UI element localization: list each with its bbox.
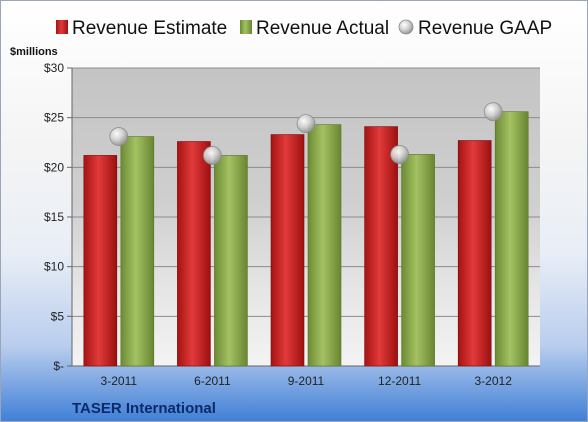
marker-revenue-gaap <box>483 102 503 122</box>
legend-label-revenue-estimate: Revenue Estimate <box>72 18 227 39</box>
bar-revenue-actual <box>401 154 435 367</box>
y-tick-label: $5 <box>51 309 65 323</box>
legend: Revenue Estimate Revenue Actual Revenue … <box>56 18 552 39</box>
y-axis-unit-label: $millions <box>10 46 58 58</box>
bar-revenue-estimate <box>457 140 492 367</box>
x-tick-label: 3-2012 <box>475 374 513 388</box>
legend-swatch-revenue-estimate <box>56 20 68 34</box>
bar-revenue-actual <box>494 111 529 367</box>
y-tick-label: $15 <box>44 210 64 224</box>
gaap-markers <box>109 102 503 165</box>
marker-revenue-gaap <box>202 146 222 165</box>
y-tick-label: $30 <box>44 61 64 75</box>
bar-revenue-actual <box>307 124 342 367</box>
x-tick-label: 3-2011 <box>101 374 138 388</box>
legend-marker-revenue-gaap <box>398 19 414 35</box>
bar-revenue-actual <box>214 155 248 367</box>
legend-label-revenue-actual: Revenue Actual <box>256 18 389 39</box>
bar-revenue-estimate <box>270 134 305 367</box>
legend-label-revenue-gaap: Revenue GAAP <box>418 18 552 39</box>
marker-revenue-gaap <box>390 145 410 164</box>
bar-revenue-estimate <box>364 126 398 367</box>
x-tick-label: 6-2011 <box>194 374 231 388</box>
legend-swatch-revenue-actual <box>240 20 252 34</box>
bar-revenue-estimate <box>83 155 118 367</box>
x-tick-label: 12-2011 <box>378 374 421 388</box>
x-axis-ticks: 3-2011 6-2011 9-2011 12-2011 3-2012 <box>101 374 513 388</box>
x-tick-label: 9-2011 <box>288 374 325 388</box>
y-tick-label: $- <box>53 359 64 373</box>
company-name: TASER International <box>72 400 216 417</box>
bar-revenue-estimate <box>177 141 211 367</box>
y-tick-label: $10 <box>44 260 64 274</box>
y-tick-label: $20 <box>44 160 64 174</box>
bar-revenue-actual <box>120 136 155 367</box>
marker-revenue-gaap <box>296 114 316 134</box>
y-tick-label: $25 <box>44 111 64 125</box>
bars <box>83 111 529 367</box>
marker-revenue-gaap <box>109 127 129 146</box>
